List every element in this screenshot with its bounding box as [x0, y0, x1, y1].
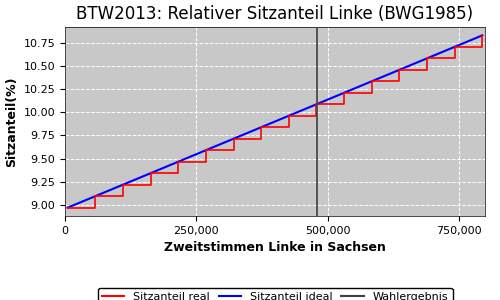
- Sitzanteil ideal: [350, 88, 356, 91]
- Sitzanteil real: [175, 160, 181, 164]
- Sitzanteil real: [120, 194, 126, 198]
- Sitzanteil real: [230, 137, 236, 140]
- Sitzanteil ideal: [248, 130, 254, 134]
- Sitzanteil real: [314, 114, 320, 118]
- Sitzanteil real: [452, 56, 458, 60]
- Sitzanteil real: [369, 91, 375, 94]
- Sitzanteil real: [92, 194, 98, 198]
- Sitzanteil real: [258, 125, 264, 129]
- X-axis label: Zweitstimmen Linke in Sachsen: Zweitstimmen Linke in Sachsen: [164, 241, 386, 254]
- Sitzanteil real: [203, 148, 209, 152]
- Sitzanteil real: [452, 45, 458, 49]
- Sitzanteil real: [424, 68, 430, 72]
- Line: Sitzanteil ideal: Sitzanteil ideal: [68, 35, 482, 208]
- Sitzanteil real: [230, 148, 236, 152]
- Sitzanteil ideal: [64, 206, 70, 209]
- Sitzanteil real: [120, 183, 126, 187]
- Sitzanteil real: [341, 103, 347, 106]
- Sitzanteil real: [148, 171, 154, 175]
- Y-axis label: Sitzanteil(%): Sitzanteil(%): [5, 76, 18, 167]
- Sitzanteil real: [286, 125, 292, 129]
- Sitzanteil real: [341, 91, 347, 94]
- Sitzanteil real: [396, 80, 402, 83]
- Legend: Sitzanteil real, Sitzanteil ideal, Wahlergebnis: Sitzanteil real, Sitzanteil ideal, Wahle…: [98, 288, 452, 300]
- Sitzanteil real: [64, 206, 70, 209]
- Sitzanteil real: [175, 171, 181, 175]
- Title: BTW2013: Relativer Sitzanteil Linke (BWG1985): BTW2013: Relativer Sitzanteil Linke (BWG…: [76, 5, 473, 23]
- Sitzanteil real: [203, 160, 209, 164]
- Sitzanteil ideal: [480, 34, 486, 37]
- Sitzanteil real: [396, 68, 402, 72]
- Sitzanteil real: [92, 206, 98, 209]
- Sitzanteil ideal: [107, 188, 113, 192]
- Line: Sitzanteil real: Sitzanteil real: [68, 35, 482, 208]
- Sitzanteil real: [314, 103, 320, 106]
- Sitzanteil ideal: [232, 136, 238, 140]
- Sitzanteil ideal: [396, 68, 402, 72]
- Sitzanteil real: [148, 183, 154, 187]
- Sitzanteil real: [286, 114, 292, 118]
- Sitzanteil real: [480, 45, 486, 49]
- Sitzanteil real: [480, 34, 486, 37]
- Sitzanteil real: [258, 137, 264, 140]
- Sitzanteil ideal: [388, 71, 394, 75]
- Sitzanteil real: [424, 56, 430, 60]
- Sitzanteil real: [369, 80, 375, 83]
